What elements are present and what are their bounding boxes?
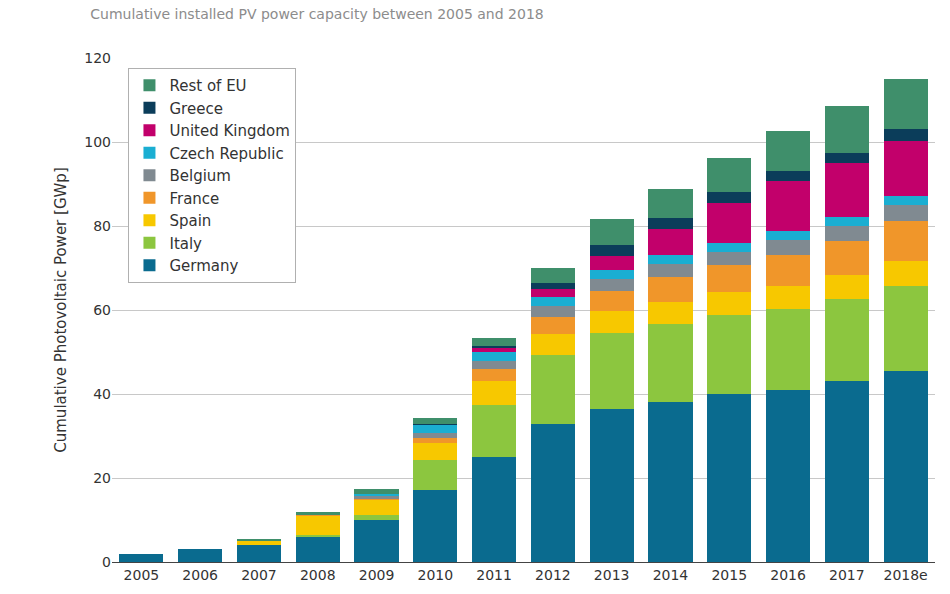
svg-text:60: 60 [93,302,111,318]
svg-text:2018e: 2018e [883,567,927,583]
svg-text:Czech Republic: Czech Republic [169,145,283,163]
svg-text:80: 80 [93,218,111,234]
svg-text:Belgium: Belgium [169,167,231,185]
svg-text:Greece: Greece [169,100,222,118]
svg-text:Italy: Italy [169,235,202,253]
svg-text:20: 20 [93,470,111,486]
svg-text:Rest of EU: Rest of EU [169,77,246,95]
svg-text:2014: 2014 [653,567,689,583]
svg-text:2005: 2005 [124,567,160,583]
svg-text:2015: 2015 [711,567,747,583]
svg-text:2008: 2008 [300,567,336,583]
svg-text:2006: 2006 [182,567,218,583]
svg-text:2011: 2011 [476,567,512,583]
svg-text:Cumulative Photovoltaic Power: Cumulative Photovoltaic Power [GWp] [52,167,70,452]
svg-text:2009: 2009 [359,567,395,583]
svg-text:40: 40 [93,386,111,402]
svg-text:2013: 2013 [594,567,630,583]
svg-text:0: 0 [102,554,111,570]
svg-text:2012: 2012 [535,567,571,583]
svg-text:2007: 2007 [241,567,277,583]
svg-text:Spain: Spain [169,212,211,230]
svg-text:2017: 2017 [829,567,865,583]
svg-text:100: 100 [84,134,111,150]
svg-text:2016: 2016 [770,567,806,583]
svg-text:United Kingdom: United Kingdom [169,122,289,140]
svg-text:120: 120 [84,50,111,66]
svg-text:Cumulative installed PV power: Cumulative installed PV power capacity b… [90,6,543,22]
svg-text:Germany: Germany [169,257,238,275]
svg-text:France: France [169,190,219,208]
svg-text:2010: 2010 [417,567,453,583]
